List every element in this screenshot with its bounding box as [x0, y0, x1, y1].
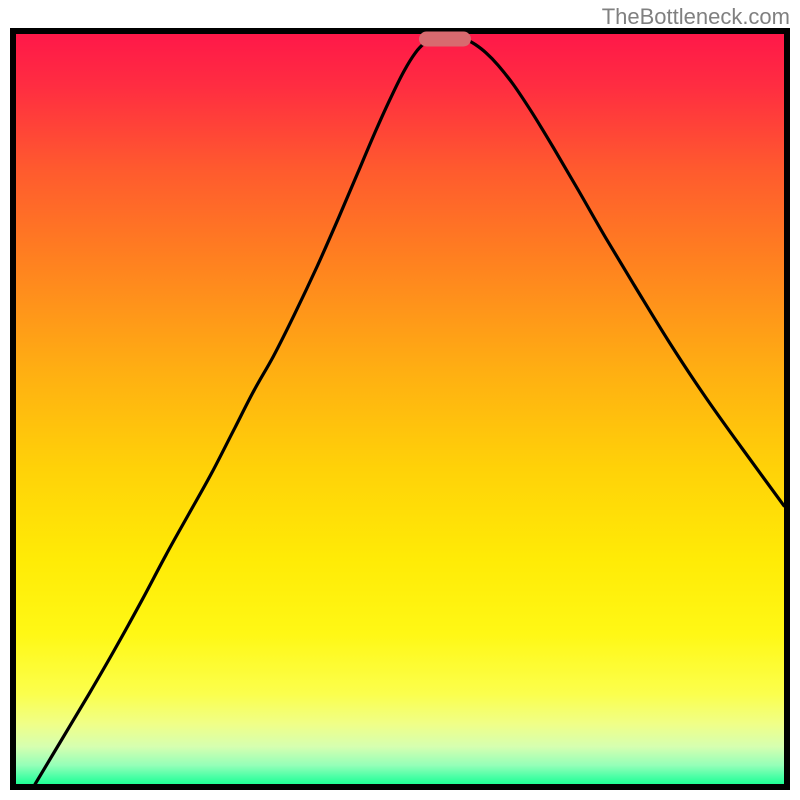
watermark-text: TheBottleneck.com: [602, 4, 790, 30]
chart-frame: [10, 28, 790, 790]
optimal-marker: [419, 32, 471, 47]
chart-background-gradient: [16, 34, 784, 784]
